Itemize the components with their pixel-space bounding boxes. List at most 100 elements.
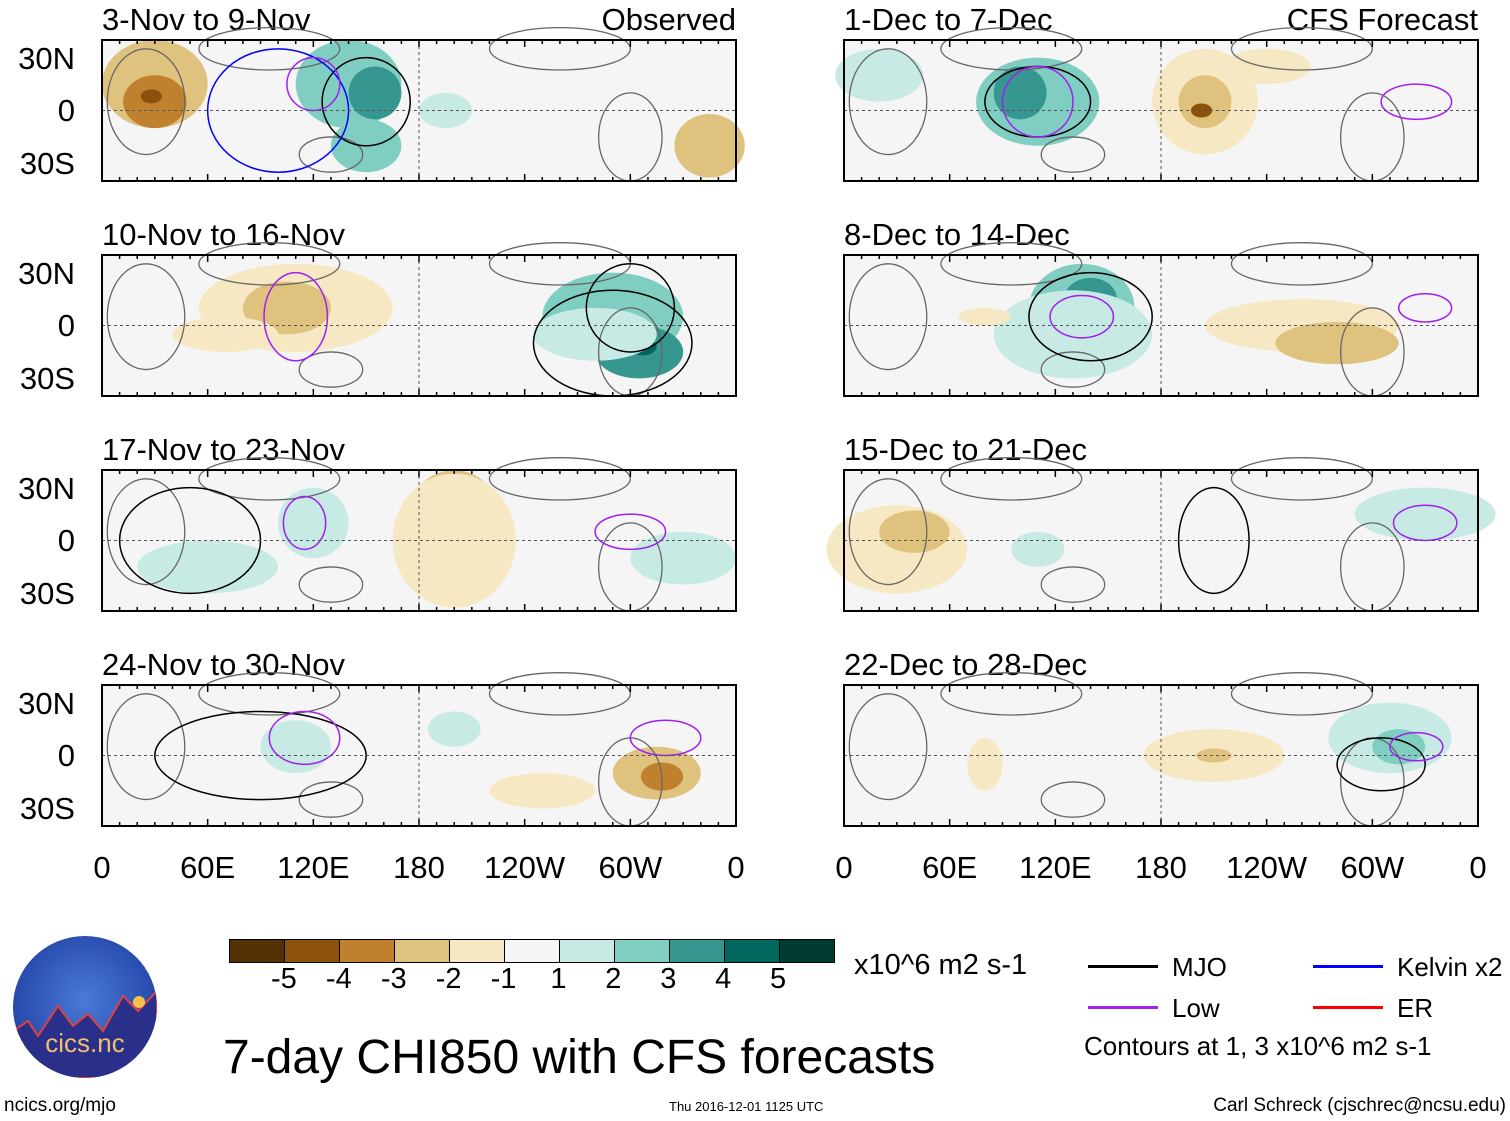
lat-tick-label: 30N [18,686,75,721]
colorbar-swatch [560,940,615,962]
legend-swatch [1313,965,1383,968]
contour-line [1389,731,1444,762]
lon-tick-label: 0 [835,850,853,885]
panel-title: 15-Dec to 21-Dec [844,432,1087,467]
contour-line [1049,294,1115,339]
lat-tick-label: 30N [18,41,75,76]
colorbar [229,939,835,963]
anomaly-region [1011,531,1065,567]
lon-tick-label: 60E [180,850,236,885]
colorbar-swatch [285,940,340,962]
map-panel [101,672,737,827]
lon-tick-label: 120E [277,850,350,885]
contour-line [594,513,667,551]
lat-tick-label: 30S [19,361,75,396]
coastline [1040,351,1106,388]
lon-tick-label: 0 [727,850,745,885]
colorbar-swatch [505,940,560,962]
footer-url[interactable]: ncics.org/mjo [4,1095,116,1116]
coastline [940,242,1083,286]
coastline [940,672,1083,716]
panel-title: 24-Nov to 30-Nov [102,647,345,682]
lon-tick-label: 120W [1226,850,1308,885]
colorbar-label: 3 [660,963,677,995]
lat-tick-label: 30N [18,471,75,506]
panel-title: 3-Nov to 9-Nov [102,2,311,37]
lon-tick-label: 60W [598,850,663,885]
legend-label: Kelvin x2 [1397,952,1503,982]
coastline [1230,672,1373,716]
coastline [488,457,631,501]
contour-line [1392,504,1458,542]
anomaly-region [489,773,596,809]
contour-line [321,56,411,147]
contour-line [268,710,341,766]
lon-tick-label: 180 [393,850,445,885]
coastline [106,263,186,371]
coastline [106,478,186,586]
map-panel [101,242,737,397]
lat-tick-label: 30S [19,791,75,826]
coastline [848,478,928,586]
legend-note: Contours at 1, 3 x10^6 m2 s-1 [1084,1031,1432,1061]
legend-label: Low [1172,993,1220,1023]
contour-line [282,495,327,551]
legend-swatch [1088,965,1158,968]
colorbar-label: -4 [325,963,352,995]
lat-tick-label: 0 [57,738,75,773]
anomaly-region [993,66,1047,120]
cics-logo: cics.nc [13,936,157,1078]
coastline [848,693,928,801]
anomaly-region [427,711,481,747]
anomaly-region [879,510,950,553]
lat-tick-label: 0 [57,523,75,558]
contour-line [1398,293,1453,323]
coastline [106,693,186,801]
contour-line [1028,271,1153,362]
anomaly-region [1190,103,1213,118]
anomaly-region [630,531,737,585]
map-panel [101,457,737,612]
colorbar-swatch [395,940,450,962]
coastline [198,27,341,71]
colorbar-label: -1 [490,963,517,995]
lat-tick-label: 30N [18,256,75,291]
legend-swatch [1088,1006,1158,1009]
anomaly-region [958,307,1012,326]
lon-tick-label: 60E [922,850,978,885]
colorbar-label: 4 [715,963,732,995]
coastline [298,351,364,388]
contour-line [1177,486,1250,595]
coastline [298,136,364,173]
panel-title: 10-Nov to 16-Nov [102,217,345,252]
colorbar-label: 2 [605,963,622,995]
coastline [940,27,1083,71]
anomaly-region [835,48,924,102]
colorbar-swatch [230,940,285,962]
colorbar-swatch [780,940,834,962]
anomaly-region [967,737,1003,791]
coastline [298,781,364,818]
colorbar-label: 1 [550,963,567,995]
coastline [848,48,928,156]
coastline [198,672,341,716]
coastline [198,457,341,501]
legend-swatch [1313,1006,1383,1009]
colorbar-label: -5 [271,963,297,995]
panel-tag: CFS Forecast [1286,2,1478,37]
coastline [1230,457,1373,501]
anomaly-region [993,290,1153,379]
contour-line [1336,737,1426,792]
colorbar-swatch [615,940,670,962]
lat-tick-label: 30S [19,576,75,611]
coastline [1230,27,1373,71]
panel-title: 8-Dec to 14-Dec [844,217,1070,252]
mountain-icon [13,989,157,1078]
coastline [488,27,631,71]
lat-tick-label: 30S [19,146,75,181]
anomaly-region [260,720,331,774]
colorbar-label: -2 [435,963,462,995]
map-panel [826,457,1496,612]
logo-text: cics.nc [45,1028,125,1058]
anomaly-region [137,540,279,594]
